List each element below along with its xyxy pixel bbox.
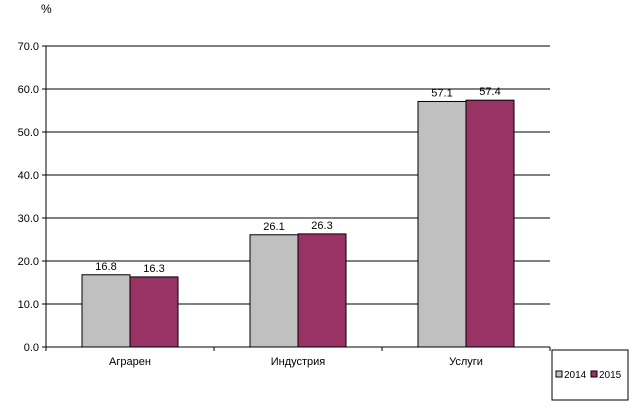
data-label: 57.4 — [479, 86, 500, 98]
data-label: 26.3 — [311, 220, 332, 232]
bar-2014-2 — [417, 100, 467, 348]
legend-label: 2015 — [599, 370, 622, 381]
y-tick-label: 60.0 — [18, 84, 39, 96]
y-tick-label: 70.0 — [18, 41, 39, 53]
y-tick-label: 40.0 — [18, 170, 39, 182]
data-label: 16.8 — [95, 261, 116, 273]
y-tick-label: 30.0 — [18, 213, 39, 225]
data-label: 26.1 — [263, 221, 284, 233]
y-tick-label: 10.0 — [18, 299, 39, 311]
bar-2014-0 — [81, 274, 131, 348]
x-tick-label: Услуги — [449, 356, 483, 368]
legend-swatch — [590, 370, 598, 378]
legend-swatch — [555, 370, 563, 378]
bar-2015-2 — [465, 99, 515, 348]
x-tick-label: Аграрен — [109, 356, 151, 368]
legend-label: 2014 — [564, 370, 587, 381]
bar-2015-0 — [129, 276, 179, 348]
bar-2014-1 — [249, 234, 299, 348]
data-label: 16.3 — [143, 263, 164, 275]
data-label: 57.1 — [431, 87, 452, 99]
x-tick-label: Индустрия — [271, 356, 326, 368]
bar-2015-1 — [297, 233, 347, 348]
y-tick-label: 20.0 — [18, 256, 39, 268]
y-tick-label: 0.0 — [24, 342, 39, 354]
y-tick-label: 50.0 — [18, 127, 39, 139]
legend-box — [551, 349, 629, 401]
unit-label: % — [41, 2, 52, 16]
legend: 2014 2015 — [551, 349, 629, 401]
